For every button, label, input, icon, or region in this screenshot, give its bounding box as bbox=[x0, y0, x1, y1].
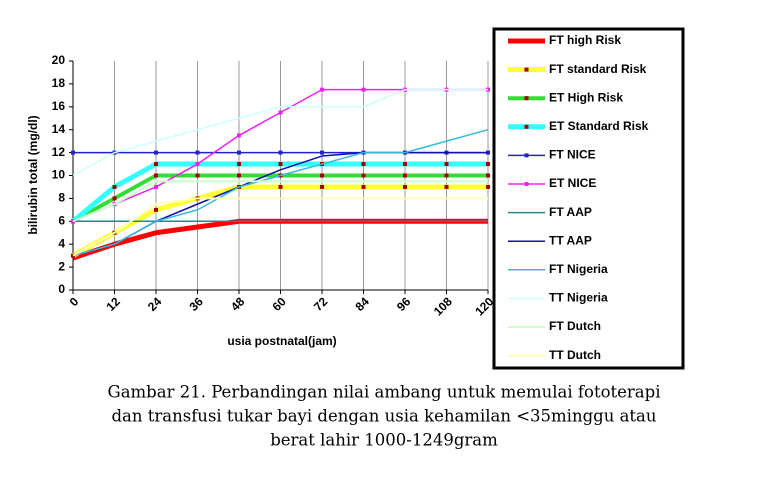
caption-line: dan transfusi tukar bayi dengan usia keh… bbox=[111, 407, 656, 426]
data-point bbox=[444, 184, 449, 189]
data-point bbox=[154, 184, 158, 189]
data-point bbox=[444, 173, 449, 178]
data-point bbox=[112, 184, 117, 189]
x-tick-label: 60 bbox=[270, 294, 290, 314]
y-tick-label: 0 bbox=[58, 282, 65, 296]
caption-line: Gambar 21. Perbandingan nilai ambang unt… bbox=[108, 383, 661, 402]
x-tick-label: 84 bbox=[353, 294, 373, 314]
y-tick-label: 6 bbox=[58, 213, 65, 227]
data-point bbox=[278, 110, 283, 115]
legend-box bbox=[492, 27, 685, 370]
x-tick-label: 72 bbox=[311, 294, 331, 314]
data-point bbox=[486, 162, 490, 167]
legend-label: FT standard Risk bbox=[549, 62, 647, 76]
x-tick-label: 48 bbox=[228, 294, 248, 314]
legend-label: FT high Risk bbox=[549, 33, 621, 47]
data-point bbox=[278, 162, 283, 167]
data-point bbox=[361, 184, 366, 189]
legend-label: FT Dutch bbox=[549, 319, 601, 333]
x-tick-label: 96 bbox=[394, 294, 414, 314]
series-line bbox=[72, 88, 488, 177]
x-axis-title: usia postnatal(jam) bbox=[227, 334, 336, 348]
data-point bbox=[154, 207, 158, 212]
legend-label: ET NICE bbox=[549, 176, 596, 190]
data-point bbox=[195, 150, 200, 155]
legend-label: FT AAP bbox=[549, 205, 592, 219]
y-axis-title: bilirubin total (mg/dl) bbox=[26, 115, 40, 234]
data-point bbox=[361, 173, 366, 178]
data-point bbox=[154, 150, 158, 155]
legend-label: ET High Risk bbox=[549, 90, 623, 104]
y-tick-label: 14 bbox=[52, 122, 66, 136]
y-tick-label: 16 bbox=[52, 99, 66, 113]
legend-marker bbox=[524, 124, 529, 129]
x-tick-label: 12 bbox=[104, 294, 124, 314]
data-point bbox=[403, 173, 407, 178]
series-line bbox=[72, 128, 489, 257]
data-point bbox=[486, 173, 490, 178]
data-point bbox=[237, 150, 241, 155]
data-point bbox=[320, 173, 324, 178]
legend-label: FT Nigeria bbox=[549, 262, 608, 276]
legend-label: FT NICE bbox=[549, 148, 596, 162]
x-tick-label: 0 bbox=[67, 294, 82, 309]
y-tick-label: 8 bbox=[58, 191, 65, 205]
y-tick-label: 10 bbox=[52, 168, 66, 182]
data-point bbox=[403, 162, 407, 167]
legend-label: TT Nigeria bbox=[549, 291, 608, 305]
data-point bbox=[112, 196, 117, 201]
caption-line: berat lahir 1000-1249gram bbox=[270, 431, 498, 450]
y-tick-label: 2 bbox=[58, 259, 65, 273]
legend-label: ET Standard Risk bbox=[549, 119, 649, 133]
data-point bbox=[154, 162, 158, 167]
series-line bbox=[72, 197, 488, 257]
y-tick-label: 4 bbox=[58, 236, 65, 250]
legend-marker bbox=[524, 153, 529, 158]
data-point bbox=[361, 162, 366, 167]
data-point bbox=[237, 162, 241, 167]
data-point bbox=[320, 87, 324, 92]
data-point bbox=[361, 87, 366, 92]
data-point bbox=[278, 150, 283, 155]
y-tick-label: 18 bbox=[52, 76, 66, 90]
x-tick-label: 24 bbox=[145, 294, 165, 314]
series-line bbox=[72, 180, 488, 223]
data-point bbox=[320, 184, 324, 189]
legend-label: TT Dutch bbox=[549, 348, 601, 362]
data-point bbox=[320, 150, 324, 155]
data-point bbox=[195, 162, 200, 167]
legend-marker bbox=[524, 182, 529, 186]
legend-marker bbox=[524, 96, 529, 101]
data-point bbox=[278, 184, 283, 189]
y-tick-label: 20 bbox=[52, 53, 66, 67]
data-point bbox=[154, 173, 158, 178]
data-point bbox=[71, 150, 75, 155]
data-point bbox=[403, 184, 407, 189]
legend-label: TT AAP bbox=[549, 233, 592, 247]
x-tick-label: 36 bbox=[187, 294, 207, 314]
data-point bbox=[444, 162, 449, 167]
data-point bbox=[486, 184, 490, 189]
data-point bbox=[237, 173, 241, 178]
y-tick-label: 12 bbox=[52, 145, 66, 159]
legend-marker bbox=[524, 67, 529, 72]
data-point bbox=[237, 133, 241, 138]
data-point bbox=[195, 173, 200, 178]
x-tick-label: 108 bbox=[431, 294, 455, 318]
